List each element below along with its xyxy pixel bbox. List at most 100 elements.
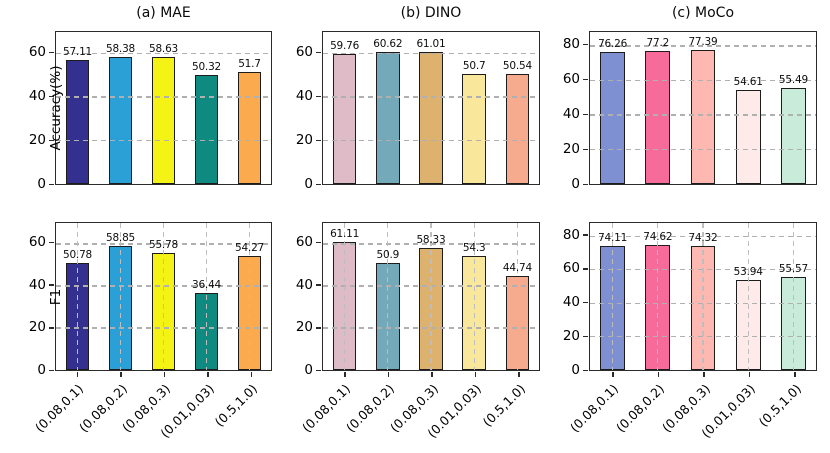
bar-value-label: 77.39 (688, 36, 718, 49)
panel-mae-f1: 50.78 58.85 55.78 36.44 54.27 0 20 40 60 (0.08,0.… (29, 222, 272, 441)
bar-value-label: 60.62 (373, 38, 403, 51)
bar-mae-accuracy-(0.01,0.03) (194, 74, 219, 184)
x-tick-mark (657, 372, 660, 377)
y-tick-mark (583, 43, 588, 46)
y-tick-mark (583, 234, 588, 236)
bar-dino-f1-(0.01,0.03) (462, 255, 487, 370)
y-tick-label: 20 (562, 328, 580, 345)
y-tick-label: 80 (562, 36, 580, 52)
y-tick-label: 60 (562, 260, 580, 277)
x-tick-mark (250, 372, 253, 377)
bar-value-label: 57.11 (62, 46, 93, 58)
y-tick-label: 20 (295, 132, 313, 148)
bar-value-label: 58.85 (105, 232, 136, 245)
panel-mae-accuracy: 57.11 58.38 58.63 50.32 51.7 0 20 40 60 (a) MAE Ac… (29, 5, 272, 192)
bar-value-label: 51.7 (238, 57, 261, 70)
panel-moco-accuracy: 76.26 77.2 77.39 54.61 55.49 0 20 40 60 80 (c) MoC… (563, 5, 817, 192)
x-tick-mark (474, 372, 477, 377)
panel-dino-accuracy: 59.76 60.62 61.01 50.7 50.54 0 20 40 60 (b) DINO (296, 5, 540, 192)
y-tick-label: 60 (295, 44, 313, 60)
bar-moco-f1-(0.08,0.2) (645, 245, 671, 370)
y-tick-mark (583, 78, 588, 81)
bar-value-label: 61.01 (416, 37, 446, 50)
bar-value-label: 58.63 (148, 42, 179, 55)
y-tick-label: 20 (295, 319, 313, 336)
y-tick-mark (316, 51, 321, 54)
bar-value-label: 74.62 (643, 231, 673, 244)
bar-dino-accuracy-(0.08,0.2) (375, 52, 400, 184)
bar-value-label: 59.76 (330, 40, 360, 53)
bar-value-label: 44.74 (502, 262, 532, 275)
bar-dino-accuracy-(0.01,0.03) (462, 73, 487, 184)
bar-value-label: 54.3 (462, 241, 486, 254)
y-tick-mark (49, 241, 54, 244)
x-tick-mark (518, 372, 520, 377)
x-tick-label: (0.5,1.0) (755, 381, 804, 430)
bar-value-label: 53.94 (733, 265, 763, 278)
bar-value-label: 50.32 (191, 60, 222, 73)
y-axis-metric-label: F1 (48, 288, 64, 305)
bar-moco-accuracy-(0.08,0.1) (600, 52, 626, 184)
bar-value-label: 76.26 (598, 38, 628, 51)
bar-value-label: 58.38 (105, 43, 136, 56)
bar-moco-f1-(0.5,1.0) (780, 277, 806, 370)
bar-value-label: 50.7 (462, 59, 486, 72)
bar-dino-f1-(0.5,1.0) (505, 276, 530, 370)
y-tick-label: 0 (304, 362, 313, 378)
x-tick-mark (703, 372, 705, 377)
x-tick-mark (387, 372, 390, 377)
y-tick-label: 0 (37, 362, 46, 378)
bar-value-label: 74.32 (688, 231, 718, 244)
x-tick-mark (612, 372, 614, 377)
y-tick-mark (316, 284, 321, 287)
y-tick-label: 40 (295, 276, 313, 293)
y-tick-mark (49, 51, 54, 54)
y-tick-mark (49, 139, 54, 142)
x-tick-mark (120, 372, 122, 377)
plot-area-mae-accuracy: 57.11 58.38 58.63 50.32 51.7 (56, 32, 271, 184)
x-tick-label: (0.08,0.2) (612, 381, 668, 436)
bar-dino-accuracy-(0.5,1.0) (505, 74, 530, 184)
bar-dino-accuracy-(0.08,0.1) (332, 54, 357, 184)
bar-mae-f1-(0.08,0.2) (108, 246, 133, 370)
bar-mae-f1-(0.01,0.03) (194, 293, 219, 370)
x-tick-label: (0.5,1.0) (479, 381, 528, 430)
y-tick-mark (49, 284, 54, 287)
y-tick-mark (316, 95, 321, 98)
y-tick-label: 0 (571, 362, 580, 378)
y-tick-label: 0 (571, 176, 580, 192)
panel-title: (b) DINO (400, 5, 462, 21)
bar-value-label: 55.57 (778, 263, 808, 276)
y-tick-mark (49, 327, 54, 329)
y-tick-mark (583, 369, 588, 372)
plot-area-dino-f1: 61.11 50.9 58.33 54.3 44.74 (323, 223, 539, 370)
bar-value-label: 54.61 (733, 75, 763, 88)
y-tick-mark (49, 369, 54, 372)
bar-dino-f1-(0.08,0.3) (419, 247, 443, 370)
plot-area-dino-accuracy: 59.76 60.62 61.01 50.7 50.54 (323, 32, 539, 184)
x-tick-mark (76, 372, 79, 377)
y-tick-mark (316, 139, 321, 142)
y-tick-mark (316, 183, 321, 186)
y-tick-mark (583, 113, 588, 116)
x-tick-mark (163, 372, 166, 377)
bar-value-label: 58.33 (416, 233, 446, 246)
bar-value-label: 77.2 (646, 36, 670, 49)
plot-area-moco-accuracy: 76.26 77.2 77.39 54.61 55.49 (590, 32, 816, 184)
bar-value-label: 74.11 (598, 232, 628, 245)
bar-value-label: 55.49 (778, 74, 808, 87)
y-tick-label: 40 (562, 294, 580, 311)
bar-dino-accuracy-(0.08,0.3) (419, 51, 443, 184)
bar-value-label: 50.78 (62, 249, 93, 262)
y-tick-mark (49, 95, 54, 98)
x-tick-label: (0.08,0.1) (567, 381, 622, 436)
bar-mae-f1-(0.08,0.3) (151, 252, 176, 370)
y-tick-label: 40 (295, 88, 313, 104)
x-tick-mark (207, 372, 209, 377)
y-tick-mark (583, 268, 588, 270)
bar-value-label: 61.11 (330, 227, 360, 240)
y-tick-mark (316, 327, 321, 329)
y-tick-label: 0 (37, 176, 46, 192)
y-tick-label: 0 (304, 176, 313, 192)
x-tick-mark (748, 372, 751, 377)
